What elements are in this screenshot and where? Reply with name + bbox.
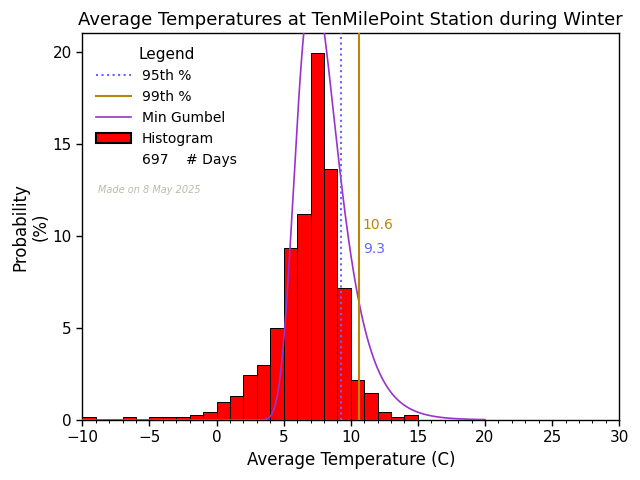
Bar <box>243 375 257 420</box>
Legend: 95th %, 99th %, Min Gumbel, Histogram, 697    # Days: 95th %, 99th %, Min Gumbel, Histogram, 6… <box>90 40 244 174</box>
Bar <box>378 412 391 420</box>
X-axis label: Average Temperature (C): Average Temperature (C) <box>246 451 455 469</box>
Bar <box>351 380 364 420</box>
Bar <box>123 417 136 420</box>
Bar <box>163 417 176 420</box>
Bar <box>216 401 230 420</box>
Bar <box>189 415 203 420</box>
Bar <box>297 214 310 420</box>
Bar <box>284 248 297 420</box>
Bar <box>364 394 378 420</box>
Bar <box>150 417 163 420</box>
Title: Average Temperatures at TenMilePoint Station during Winter: Average Temperatures at TenMilePoint Sta… <box>79 11 623 29</box>
Bar <box>230 396 243 420</box>
Bar <box>310 53 324 420</box>
Y-axis label: Probability
(%): Probability (%) <box>11 183 50 271</box>
Bar <box>404 415 418 420</box>
Bar <box>270 327 284 420</box>
Bar <box>391 417 404 420</box>
Text: 9.3: 9.3 <box>363 242 385 256</box>
Bar <box>257 364 270 420</box>
Bar <box>176 417 189 420</box>
Text: Made on 8 May 2025: Made on 8 May 2025 <box>99 185 201 195</box>
Bar <box>83 417 96 420</box>
Bar <box>203 412 216 420</box>
Bar <box>337 288 351 420</box>
Bar <box>324 169 337 420</box>
Text: 10.6: 10.6 <box>363 218 394 232</box>
